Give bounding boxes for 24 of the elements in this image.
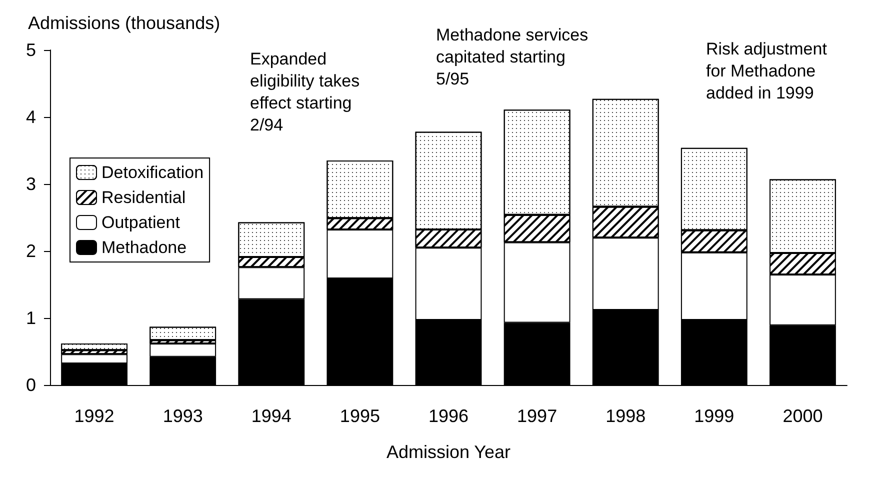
legend-label: Detoxification <box>102 163 204 182</box>
y-tick-label: 4 <box>26 107 36 127</box>
y-tick-label: 5 <box>26 40 36 60</box>
legend-label: Outpatient <box>102 213 180 232</box>
x-tick-label: 1994 <box>251 406 292 426</box>
y-tick-label: 1 <box>26 308 36 328</box>
legend-label: Residential <box>102 188 186 207</box>
y-tick-label: 3 <box>26 174 36 194</box>
x-tick-label: 1998 <box>606 406 646 426</box>
x-axis-title: Admission Year <box>386 442 511 462</box>
annotation: Expanded eligibility takes effect starting 2/94 <box>250 50 360 134</box>
x-tick-label: 1997 <box>517 406 558 426</box>
y-tick-label: 0 <box>26 375 36 395</box>
x-tick-label: 1999 <box>694 406 734 426</box>
y-tick-label: 2 <box>26 241 36 261</box>
legend-label: Methadone <box>102 238 187 257</box>
x-tick-label: 2000 <box>782 406 823 426</box>
x-tick-label: 1995 <box>340 406 380 426</box>
x-tick-label: 1996 <box>428 406 469 426</box>
x-tick-label: 1993 <box>162 406 203 426</box>
y-axis-title: Admissions (thousands) <box>28 13 220 33</box>
annotation: Risk adjustment for Methadone added in 1999 <box>706 40 828 102</box>
x-tick-label: 1992 <box>74 406 114 426</box>
annotation: Methadone services capitated starting 5/95 <box>436 26 588 88</box>
